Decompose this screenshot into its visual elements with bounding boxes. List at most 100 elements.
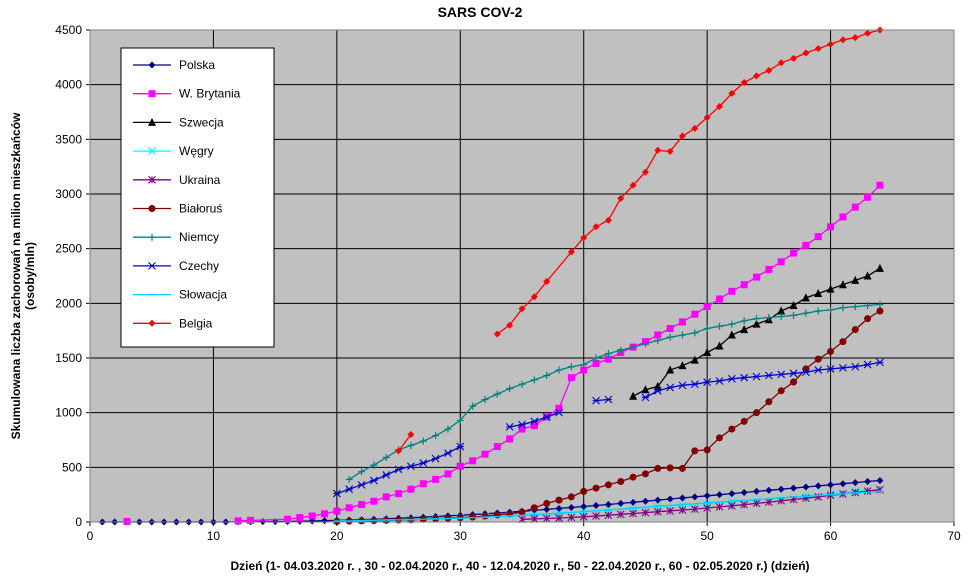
data-point: [555, 408, 563, 417]
data-point: [654, 146, 662, 154]
data-point: [827, 40, 835, 48]
data-point: [641, 168, 649, 176]
data-point: [765, 66, 773, 74]
y-axis-label-unit: (osoby/mln): [23, 242, 37, 310]
series-line: [521, 489, 880, 520]
data-point: [715, 434, 723, 442]
data-point: [765, 398, 773, 406]
data-point: [864, 193, 872, 201]
legend-label: Ukraina: [179, 173, 221, 187]
series-w-brytania: [123, 181, 884, 525]
data-point: [518, 508, 526, 516]
data-point: [518, 425, 526, 433]
data-point: [728, 89, 736, 97]
data-point: [382, 453, 390, 461]
data-point: [419, 459, 428, 467]
data-point: [752, 372, 761, 381]
data-point: [246, 516, 254, 524]
data-point: [851, 203, 859, 211]
data-point: [592, 484, 600, 492]
x-tick-label: 60: [824, 529, 838, 543]
data-point: [308, 512, 316, 520]
data-point: [703, 303, 711, 311]
data-point: [703, 324, 711, 332]
data-point: [592, 501, 600, 509]
data-point: [518, 305, 526, 313]
data-point: [863, 271, 872, 280]
data-point: [592, 354, 600, 362]
data-point: [469, 457, 477, 465]
legend-swatch-marker: [148, 205, 156, 212]
data-point: [851, 303, 859, 311]
data-point: [703, 378, 712, 386]
data-point: [790, 54, 798, 62]
data-point: [814, 45, 822, 53]
data-point: [753, 487, 761, 495]
legend-swatch-marker: [148, 147, 156, 156]
data-point: [715, 377, 724, 385]
y-tick-label: 4500: [55, 23, 82, 37]
x-tick-label: 70: [947, 529, 961, 543]
data-point: [604, 501, 612, 509]
data-point: [864, 478, 872, 486]
data-point: [567, 513, 576, 522]
data-point: [530, 515, 539, 523]
data-point: [592, 396, 600, 405]
x-tick-label: 10: [207, 529, 221, 543]
data-point: [629, 343, 637, 351]
data-point: [715, 322, 723, 330]
data-point: [777, 312, 785, 320]
data-point: [851, 34, 859, 42]
data-point: [765, 486, 773, 494]
data-point: [728, 320, 736, 328]
data-point: [419, 480, 427, 488]
data-point: [802, 49, 810, 57]
data-point: [518, 380, 526, 388]
data-point: [506, 385, 514, 393]
data-point: [876, 307, 884, 315]
data-point: [580, 487, 588, 495]
data-point: [481, 396, 489, 404]
data-point: [542, 514, 551, 523]
legend-item: Słowacja: [133, 288, 227, 302]
data-point: [789, 301, 798, 310]
data-point: [567, 503, 575, 511]
legend-label: Czechy: [179, 259, 219, 273]
data-point: [814, 492, 823, 501]
legend-label: Szwecja: [179, 115, 224, 129]
data-point: [382, 493, 390, 501]
data-point: [728, 490, 736, 498]
data-point: [629, 509, 637, 518]
data-point: [345, 485, 354, 494]
data-point: [715, 503, 724, 511]
legend-item: Szwecja: [133, 115, 224, 129]
data-point: [666, 365, 675, 374]
data-point: [838, 280, 847, 289]
plot-border: [89, 29, 955, 523]
y-tick-label: 3000: [55, 187, 82, 201]
data-point: [629, 181, 637, 189]
data-point: [654, 496, 662, 504]
legend-item: Węgry: [133, 144, 214, 158]
data-point: [321, 510, 329, 518]
data-point: [604, 481, 612, 489]
data-point: [802, 483, 810, 491]
data-point: [580, 502, 588, 510]
data-point: [567, 374, 575, 382]
legend-swatch-marker: [148, 90, 156, 98]
y-tick-label: 2500: [55, 242, 82, 256]
legend-item: Belgia: [133, 316, 213, 330]
data-point: [678, 361, 687, 370]
legend-swatch-marker: [148, 61, 156, 69]
data-point: [567, 493, 575, 501]
data-point: [802, 241, 810, 249]
data-point: [764, 498, 773, 506]
data-point: [826, 284, 835, 293]
data-point: [530, 417, 539, 426]
data-point: [666, 383, 675, 392]
data-point: [777, 258, 785, 266]
data-point: [876, 181, 884, 189]
data-point: [579, 512, 588, 521]
legend-swatch-marker: [148, 262, 156, 270]
data-point: [801, 368, 810, 377]
